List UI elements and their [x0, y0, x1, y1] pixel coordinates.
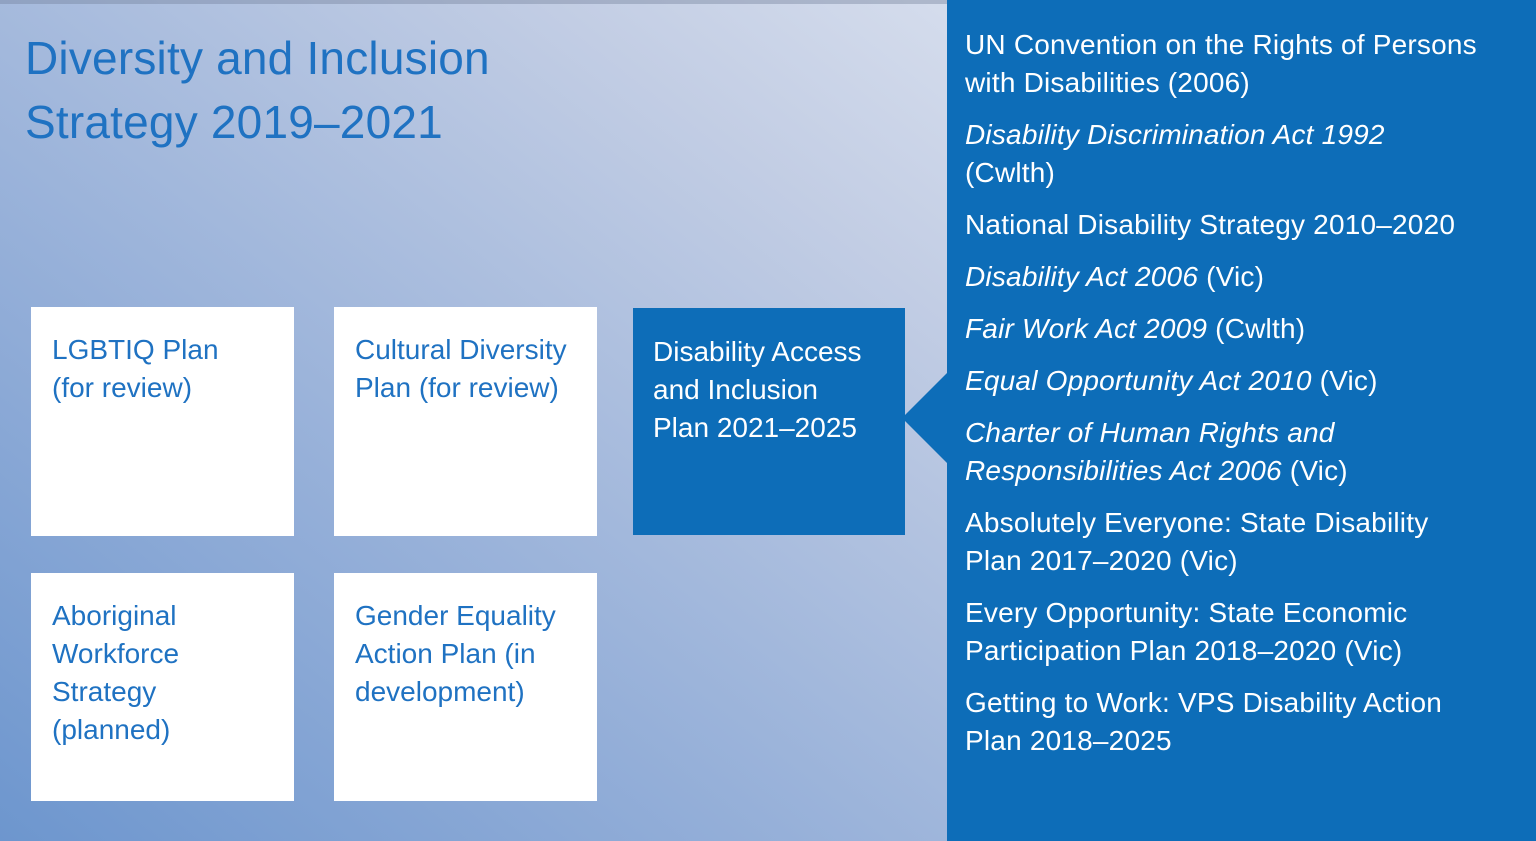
legislation-item-text: UN Convention on the Rights of Persons w… — [965, 29, 1477, 98]
legislation-item: Absolutely Everyone: State Disability Pl… — [965, 504, 1478, 580]
legislation-item-act-title: Disability Act 2006 — [965, 261, 1199, 292]
plan-box-gender-equality: Gender Equality Action Plan (in developm… — [334, 573, 597, 801]
legislation-item-text: Every Opportunity: State Economic Partic… — [965, 597, 1408, 666]
legislation-item-text: (Cwlth) — [1207, 313, 1306, 344]
callout-arrow-left-icon — [902, 372, 948, 464]
legislation-item-text: (Cwlth) — [965, 157, 1056, 188]
plan-box-gender-equality-label: Gender Equality Action Plan (in developm… — [355, 600, 556, 707]
legislation-item-text: (Vic) — [1198, 261, 1265, 292]
plan-box-lgbtiq-label: LGBTIQ Plan (for review) — [52, 334, 219, 403]
legislation-item: Disability Act 2006 (Vic) — [965, 258, 1478, 296]
legislation-item: Getting to Work: VPS Disability Action P… — [965, 684, 1478, 760]
legislation-item: Every Opportunity: State Economic Partic… — [965, 594, 1478, 670]
plan-box-aboriginal-workforce: Aboriginal Workforce Strategy (planned) — [31, 573, 294, 801]
legislation-item-act-title: Fair Work Act 2009 — [965, 313, 1208, 344]
legislation-item-act-title: Disability Discrimination Act 1992 — [965, 119, 1385, 150]
legislation-item: Fair Work Act 2009 (Cwlth) — [965, 310, 1478, 348]
legislation-item-text: National Disability Strategy 2010–2020 — [965, 209, 1456, 240]
legislation-item: UN Convention on the Rights of Persons w… — [965, 26, 1478, 102]
legislation-item-text: (Vic) — [1311, 365, 1378, 396]
legislation-panel: UN Convention on the Rights of Persons w… — [947, 0, 1536, 841]
top-edge-shading — [0, 0, 947, 4]
plan-box-cultural-diversity-label: Cultural Diversity Plan (for review) — [355, 334, 567, 403]
legislation-item: Equal Opportunity Act 2010 (Vic) — [965, 362, 1478, 400]
page-title: Diversity and Inclusion Strategy 2019–20… — [25, 26, 745, 154]
legislation-item-text: Getting to Work: VPS Disability Action P… — [965, 687, 1443, 756]
legislation-item-text: (Vic) — [1281, 455, 1348, 486]
page-title-line2: Strategy 2019–2021 — [25, 96, 443, 148]
plan-box-disability-access-inclusion-label: Disability Access and Inclusion Plan 202… — [653, 336, 862, 443]
plan-box-disability-access-inclusion: Disability Access and Inclusion Plan 202… — [633, 308, 905, 535]
legislation-item-text: Absolutely Everyone: State Disability Pl… — [965, 507, 1429, 576]
plan-box-cultural-diversity: Cultural Diversity Plan (for review) — [334, 307, 597, 536]
legislation-item-act-title: Charter of Human Rights and Responsibili… — [965, 417, 1335, 486]
plan-box-lgbtiq: LGBTIQ Plan (for review) — [31, 307, 294, 536]
plan-box-aboriginal-workforce-label: Aboriginal Workforce Strategy (planned) — [52, 600, 180, 745]
legislation-item-act-title: Equal Opportunity Act 2010 — [965, 365, 1312, 396]
legislation-item: Disability Discrimination Act 1992 (Cwlt… — [965, 116, 1478, 192]
legislation-item: Charter of Human Rights and Responsibili… — [965, 414, 1478, 490]
legislation-item: National Disability Strategy 2010–2020 — [965, 206, 1478, 244]
page-title-line1: Diversity and Inclusion — [25, 32, 490, 84]
